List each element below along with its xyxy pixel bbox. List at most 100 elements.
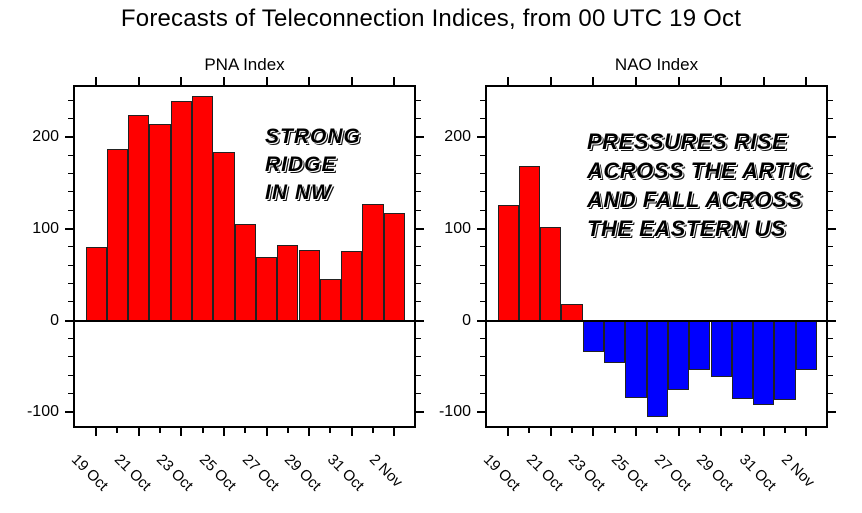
- x-tick: [159, 428, 162, 433]
- y-tick-label: 100: [32, 220, 59, 237]
- bar: [362, 204, 384, 321]
- x-tick: [95, 428, 98, 436]
- y-tick: [480, 392, 485, 394]
- y-tick: [828, 209, 833, 211]
- x-tick: [244, 428, 247, 433]
- x-tick: [308, 428, 311, 436]
- bar: [689, 320, 711, 371]
- x-tick: [372, 428, 375, 433]
- y-tick: [828, 337, 833, 339]
- y-tick: [68, 301, 73, 303]
- x-tick-label: 19 Oct: [480, 451, 524, 495]
- x-tick: [762, 428, 765, 436]
- y-tick: [828, 99, 833, 101]
- y-tick: [480, 209, 485, 211]
- x-tick: [308, 77, 311, 85]
- bar: [753, 320, 775, 405]
- x-tick: [350, 428, 353, 436]
- y-tick: [416, 154, 421, 156]
- y-tick-label: 0: [462, 311, 471, 329]
- x-tick: [741, 428, 744, 433]
- y-tick: [828, 374, 833, 376]
- y-tick: [416, 173, 421, 175]
- x-tick: [549, 77, 552, 85]
- bar: [255, 257, 278, 321]
- y-tick-label: 0: [50, 311, 59, 329]
- bar: [319, 279, 342, 321]
- x-tick: [762, 77, 765, 85]
- bar: [625, 320, 647, 398]
- figure-title: Forecasts of Teleconnection Indices, fro…: [120, 5, 742, 32]
- x-tick-label: 2 Nov: [778, 451, 819, 491]
- y-tick: [68, 191, 73, 193]
- y-tick: [828, 191, 833, 193]
- y-tick: [416, 392, 421, 394]
- x-tick: [805, 428, 808, 436]
- x-tick: [350, 77, 353, 85]
- y-tick: [480, 246, 485, 248]
- x-tick-label: 19 Oct: [68, 451, 112, 495]
- y-tick: [828, 301, 833, 303]
- y-tick: [416, 118, 421, 120]
- pna-chart-title: PNA Index: [204, 55, 285, 74]
- annotation-line: STRONG: [265, 125, 361, 148]
- y-tick: [68, 154, 73, 156]
- x-tick: [634, 428, 637, 436]
- y-tick: [477, 319, 485, 322]
- bar: [192, 96, 214, 321]
- x-tick-label: 29 Oct: [693, 451, 737, 495]
- x-tick: [222, 77, 225, 85]
- bar: [646, 320, 668, 417]
- x-tick: [265, 77, 268, 85]
- y-tick: [416, 99, 421, 101]
- y-tick-label: -100: [438, 403, 471, 421]
- x-tick: [656, 428, 659, 433]
- y-tick: [480, 173, 485, 175]
- y-tick: [828, 246, 833, 248]
- x-tick: [222, 428, 225, 436]
- y-tick: [65, 136, 73, 139]
- x-tick: [393, 77, 396, 85]
- x-tick: [720, 428, 723, 436]
- x-tick-label: 25 Oct: [195, 451, 240, 495]
- y-tick: [480, 154, 485, 156]
- nao-chart-panel: NAO Index -100 0 100 200 19 Oct 21 Oct 23 Oct 2…: [439, 55, 836, 494]
- bar: [277, 244, 299, 321]
- bar: [383, 212, 405, 321]
- y-tick-label: 100: [444, 220, 471, 237]
- bar: [170, 100, 192, 321]
- y-tick: [480, 118, 485, 120]
- x-tick: [201, 428, 204, 433]
- x-tick: [784, 428, 787, 433]
- y-tick: [68, 118, 73, 120]
- bar: [128, 115, 150, 321]
- x-tick: [592, 77, 595, 85]
- y-tick: [416, 337, 421, 339]
- x-tick-label: 27 Oct: [238, 451, 282, 495]
- annotation-line: RIDGE: [265, 153, 337, 176]
- y-tick: [416, 246, 421, 248]
- y-tick: [416, 411, 424, 414]
- bar: [561, 304, 583, 321]
- zero-axis-line: [75, 319, 414, 322]
- x-tick-label: 27 Oct: [650, 451, 694, 495]
- x-tick: [549, 428, 552, 436]
- y-tick: [828, 392, 833, 394]
- x-tick: [180, 77, 183, 85]
- y-tick: [65, 319, 73, 322]
- y-tick: [828, 411, 836, 414]
- nao-plot-area: -100 0 100 200 19 Oct 21 Oct 23 Oct 25 Oct 27 Oc…: [439, 77, 836, 494]
- x-tick-label: 31 Oct: [735, 451, 779, 495]
- x-tick: [137, 428, 140, 436]
- x-tick-label: 25 Oct: [607, 451, 652, 495]
- bar: [149, 123, 171, 321]
- nao-chart-title: NAO Index: [614, 55, 699, 74]
- y-tick: [416, 319, 424, 322]
- bar: [234, 223, 256, 321]
- annotation-line: ACROSS THE ARTIC: [587, 158, 812, 183]
- x-tick: [805, 77, 808, 85]
- x-tick-label: 29 Oct: [281, 451, 325, 495]
- pna-chart-panel: PNA Index -100 0 100 200 19 Oct 21 Oct 23 Oct 2…: [27, 55, 424, 494]
- x-tick: [137, 77, 140, 85]
